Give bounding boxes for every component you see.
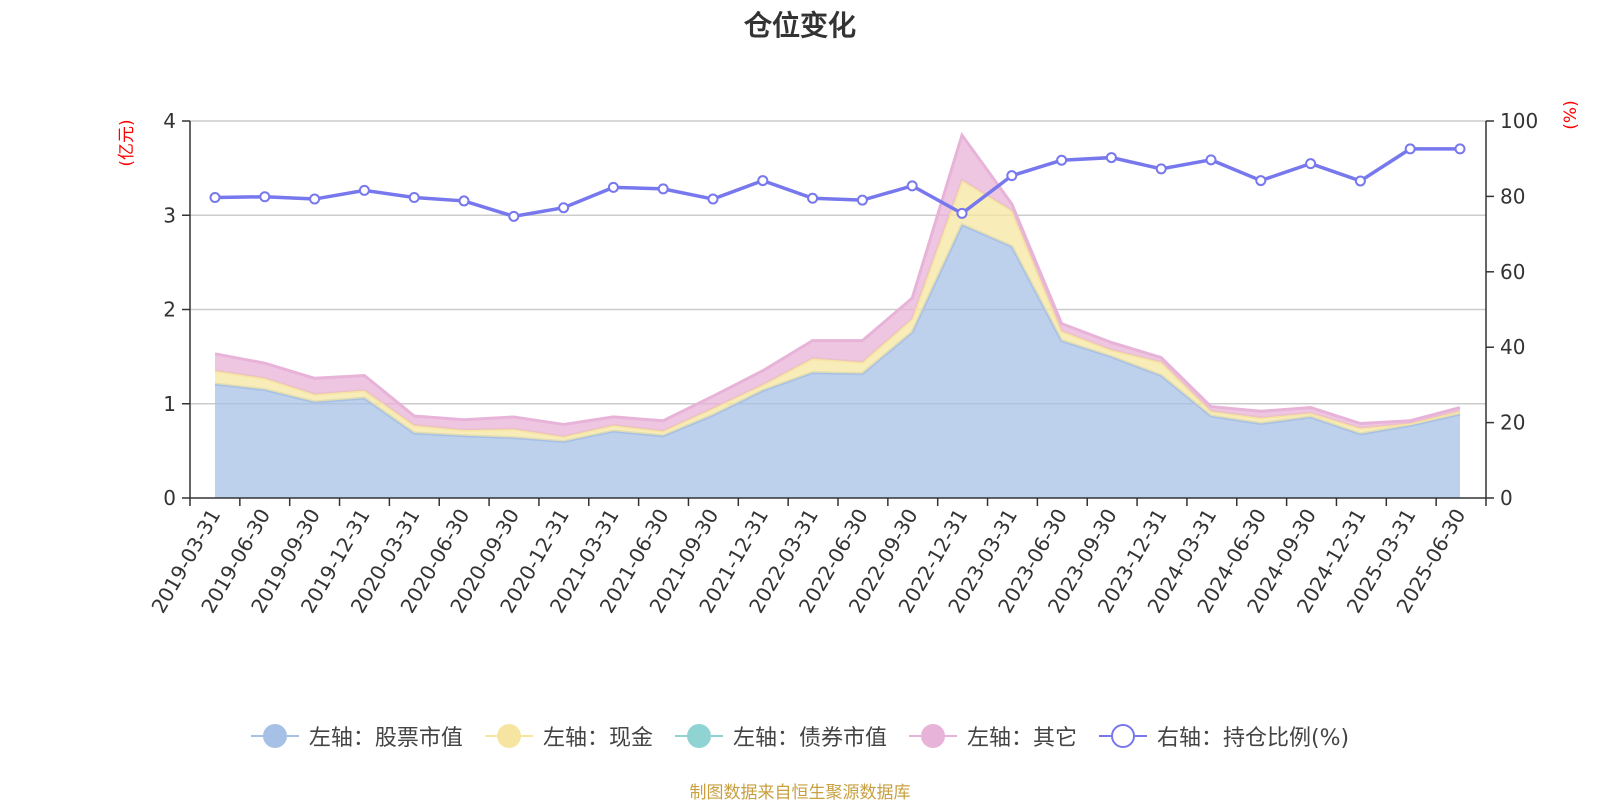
ratio-point <box>1205 154 1217 166</box>
grid-lines <box>190 120 1486 405</box>
ratio-point <box>757 175 769 187</box>
ratio-point <box>956 207 968 219</box>
ratio-point <box>1454 143 1466 155</box>
legend-dot-icon <box>920 724 945 748</box>
legend-swatch-icon <box>908 724 957 748</box>
left-tick-label: 3 <box>163 203 176 227</box>
ratio-series-line <box>214 147 1460 219</box>
ratio-line <box>209 143 1466 222</box>
right-tick-label: 0 <box>1500 486 1513 510</box>
legend-label: 左轴：股票市值 <box>308 726 463 751</box>
ratio-point <box>1056 154 1068 166</box>
left-tick-label: 4 <box>163 109 176 133</box>
ratio-point <box>259 191 271 203</box>
legend-dot-icon <box>1110 724 1135 748</box>
ratio-point <box>508 210 520 222</box>
ratio-point <box>1006 170 1018 182</box>
chart-title: 仓位变化 <box>743 9 856 42</box>
legend-swatch-icon <box>1098 724 1147 748</box>
legend-swatch-icon <box>250 724 299 748</box>
right-axis-unit: (%) <box>1561 100 1581 129</box>
legend-label: 左轴：债券市值 <box>732 726 887 751</box>
area-edge-3 <box>214 131 1461 427</box>
legend-label: 右轴：持仓比例(%) <box>1156 726 1350 751</box>
ratio-point <box>707 193 719 205</box>
right-tick-label: 20 <box>1500 411 1525 435</box>
right-tick-label: 100 <box>1500 109 1538 133</box>
legend-item-4[interactable]: 右轴：持仓比例(%) <box>1098 720 1350 752</box>
ratio-point <box>1105 152 1117 164</box>
ratio-point <box>309 193 321 205</box>
ratio-point <box>209 192 221 204</box>
stacked-areas <box>214 131 1461 499</box>
legend: 左轴：股票市值 左轴：现金 左轴：债券市值 左轴：其它 右轴：持仓比例(%) <box>0 720 1600 752</box>
legend-swatch-icon <box>484 724 533 748</box>
ratio-point <box>1305 158 1317 170</box>
legend-dot-icon <box>686 724 711 748</box>
legend-label: 左轴：其它 <box>966 726 1077 751</box>
ratio-point <box>906 180 918 192</box>
legend-item-0[interactable]: 左轴：股票市值 <box>250 720 463 752</box>
ratio-point <box>807 192 819 204</box>
ratio-point <box>1404 143 1416 155</box>
legend-swatch-icon <box>674 724 723 748</box>
legend-dot-icon <box>262 724 287 748</box>
legend-item-1[interactable]: 左轴：现金 <box>484 720 653 752</box>
left-tick-label: 2 <box>163 298 176 322</box>
ratio-point <box>1255 175 1267 187</box>
left-axis-unit: (亿元) <box>117 119 137 166</box>
left-tick-label: 1 <box>163 392 176 416</box>
ratio-point <box>607 181 619 193</box>
ratio-point <box>1155 163 1167 175</box>
ratio-point <box>458 195 470 207</box>
legend-dot-icon <box>496 724 521 748</box>
data-source-note: 制图数据来自恒生聚源数据库 <box>689 783 911 803</box>
right-tick-label: 40 <box>1500 335 1525 359</box>
ratio-point <box>558 202 570 214</box>
legend-item-3[interactable]: 左轴：其它 <box>908 720 1077 752</box>
legend-item-2[interactable]: 左轴：债券市值 <box>674 720 887 752</box>
ratio-point <box>856 194 868 206</box>
ratio-point <box>358 184 370 196</box>
right-tick-label: 60 <box>1500 260 1525 284</box>
right-tick-label: 80 <box>1500 184 1525 208</box>
left-tick-label: 0 <box>163 486 176 510</box>
ratio-point <box>657 183 669 195</box>
ratio-point <box>1354 175 1366 187</box>
area-series-0 <box>215 224 1460 499</box>
ratio-point <box>408 192 420 204</box>
legend-label: 左轴：现金 <box>542 726 653 751</box>
